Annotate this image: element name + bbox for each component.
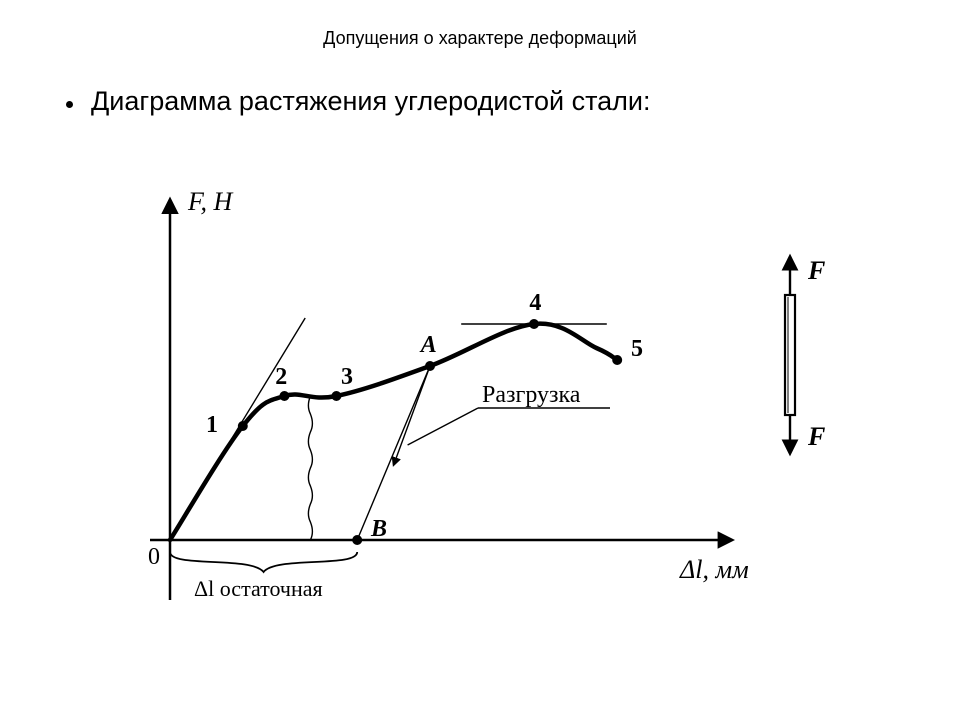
curve-point-label-1: 1 xyxy=(206,412,218,438)
curve-point-label-A: A xyxy=(419,332,437,358)
curve-point-label-5: 5 xyxy=(631,336,643,362)
page-title: Допущения о характере деформаций xyxy=(0,28,960,49)
force-label-top: F xyxy=(807,256,825,285)
bullet-text: Диаграмма растяжения углеродистой стали: xyxy=(91,86,651,117)
curve-point-B xyxy=(352,535,362,545)
curve-point-1 xyxy=(238,421,248,431)
bullet-dot-icon xyxy=(66,101,73,108)
curve-point-2 xyxy=(279,391,289,401)
curve-point-4 xyxy=(529,319,539,329)
specimen-bar xyxy=(785,295,795,415)
unloading-label-pointer xyxy=(408,408,478,445)
x-axis-label: Δl, мм xyxy=(679,555,749,584)
curve-point-label-2: 2 xyxy=(275,364,287,390)
curve-point-label-B: B xyxy=(370,516,387,542)
curve-point-label-4: 4 xyxy=(529,290,541,316)
origin-label: 0 xyxy=(148,544,160,570)
elastic-tangent xyxy=(170,318,305,540)
plateau-drop-line xyxy=(308,396,312,540)
bullet-row: Диаграмма растяжения углеродистой стали: xyxy=(66,86,651,117)
force-label-bottom: F xyxy=(807,422,825,451)
curve-point-A xyxy=(425,361,435,371)
residual-brace xyxy=(170,552,357,572)
unloading-line xyxy=(357,366,430,540)
stress-strain-diagram: F, Н Δl, мм 0 Разгрузка Δl остаточная 1 2 3 A 4 5 B… xyxy=(90,150,870,650)
curve-point-3 xyxy=(331,391,341,401)
curve-point-5 xyxy=(612,355,622,365)
y-axis-label: F, Н xyxy=(187,187,234,216)
unloading-label: Разгрузка xyxy=(482,382,581,408)
stress-strain-curve xyxy=(170,324,617,540)
unloading-arrow-icon xyxy=(394,366,430,465)
diagram-svg: F, Н Δl, мм 0 Разгрузка Δl остаточная 1 2 3 A 4 5 B… xyxy=(90,150,870,650)
curve-point-label-3: 3 xyxy=(341,364,353,390)
residual-label: Δl остаточная xyxy=(194,576,323,601)
